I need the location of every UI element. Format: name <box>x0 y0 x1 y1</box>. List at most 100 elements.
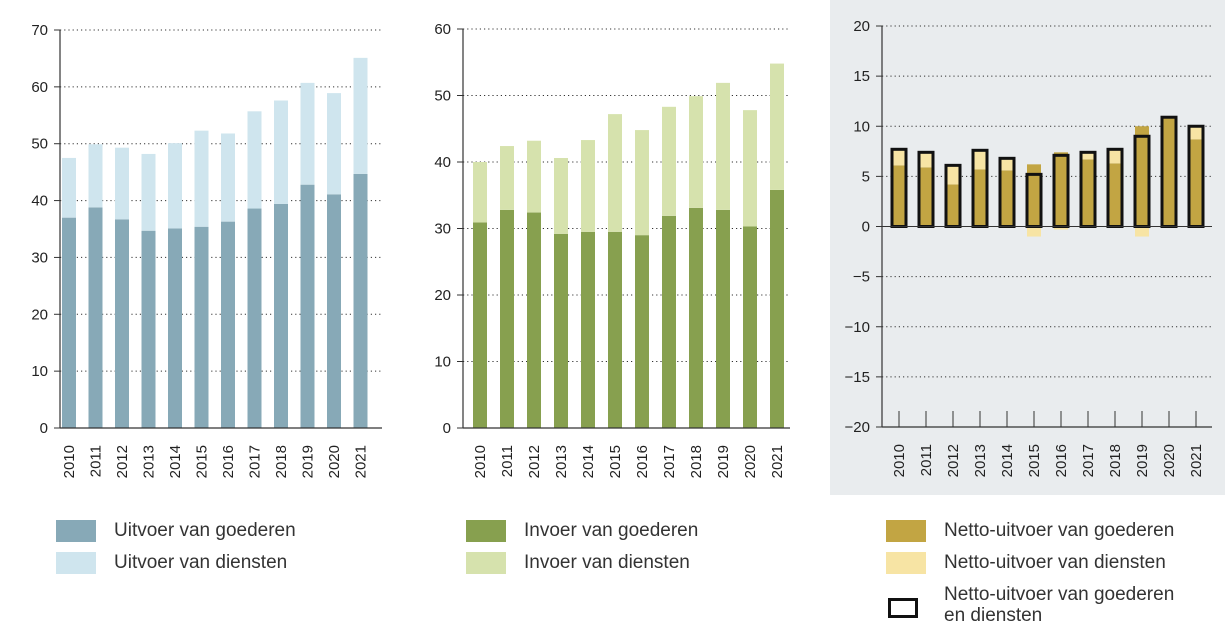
y-tick-label: 15 <box>853 68 870 85</box>
bar-services <box>1108 149 1122 164</box>
y-tick-label: 60 <box>434 21 451 38</box>
x-tick-label: 2012 <box>526 445 543 478</box>
bar-goods <box>770 189 784 428</box>
x-tick-label: 2015 <box>1026 444 1043 477</box>
bar-services <box>973 150 987 170</box>
legend-label: Netto-uitvoer van goederen en diensten <box>944 584 1175 626</box>
y-tick-label: 30 <box>434 221 451 238</box>
bar-services <box>1054 226 1068 230</box>
legend-item: Invoer van diensten <box>466 552 698 574</box>
y-tick-label: 50 <box>434 88 451 105</box>
bar-goods <box>1027 164 1041 227</box>
y-tick-label: 20 <box>853 18 870 35</box>
bar-goods <box>194 226 209 428</box>
bar-services <box>689 96 703 208</box>
legend-item: Netto-uitvoer van goederen <box>886 520 1174 542</box>
bar-goods <box>919 167 933 227</box>
bar-services <box>141 153 156 231</box>
y-tick-label: −5 <box>853 269 870 286</box>
bar-services <box>1189 126 1203 140</box>
bar-goods <box>716 209 730 428</box>
bar-services <box>581 140 595 232</box>
bar-goods <box>1054 152 1068 227</box>
bar-services <box>500 146 514 210</box>
legend-swatch-import-services <box>466 552 506 574</box>
x-tick-label: 2016 <box>220 445 237 478</box>
legend-item: Invoer van goederen <box>466 520 698 542</box>
y-tick-label: 0 <box>40 420 48 437</box>
x-tick-label: 2013 <box>972 444 989 477</box>
legend-swatch-export-goods <box>56 520 96 542</box>
bar-goods <box>62 217 76 428</box>
bar-services <box>1027 226 1041 237</box>
bar-goods <box>662 215 676 428</box>
y-tick-label: 60 <box>31 79 48 96</box>
y-tick-label: −20 <box>845 419 870 436</box>
x-tick-label: 2011 <box>499 445 516 477</box>
y-tick-label: −15 <box>845 369 870 386</box>
y-tick-label: −10 <box>845 319 870 336</box>
bar-goods <box>527 212 541 428</box>
legend-label: Invoer van goederen <box>524 520 699 541</box>
y-tick-label: 40 <box>31 193 48 210</box>
bar-goods <box>221 221 235 428</box>
bar-services <box>168 143 182 229</box>
x-tick-label: 2017 <box>247 445 264 478</box>
x-tick-label: 2021 <box>1188 444 1205 477</box>
bar-services <box>716 82 730 210</box>
bar-services <box>353 57 368 174</box>
bar-goods <box>973 169 987 227</box>
legend-label: Invoer van diensten <box>524 552 690 573</box>
y-tick-label: 20 <box>434 287 451 304</box>
bar-services <box>274 100 288 204</box>
legend-swatch-export-services <box>56 552 96 574</box>
x-tick-label: 2011 <box>918 444 935 476</box>
bar-services <box>247 111 262 209</box>
bar-services <box>473 162 487 223</box>
x-tick-label: 2017 <box>661 445 678 478</box>
legend-label: Uitvoer van diensten <box>114 552 288 573</box>
bar-services <box>115 147 129 220</box>
bar-services <box>743 110 757 227</box>
x-tick-label: 2013 <box>141 445 158 478</box>
x-tick-label: 2014 <box>167 445 184 478</box>
x-tick-label: 2012 <box>114 445 131 478</box>
bar-services <box>527 140 541 213</box>
bar-services <box>194 130 209 227</box>
bar-goods <box>247 208 262 428</box>
y-tick-label: 40 <box>434 154 451 171</box>
chart-exports: 0 10 20 30 40 50 60 70 2010 2011 2012 2013 2014 2015 2… <box>31 22 382 478</box>
bar-goods <box>353 173 368 428</box>
bar-goods <box>946 184 960 227</box>
x-tick-label: 2013 <box>553 445 570 478</box>
bar-services <box>608 114 622 232</box>
x-tick-label: 2020 <box>326 445 343 478</box>
y-tick-label: 10 <box>434 354 451 371</box>
x-tick-label: 2015 <box>194 445 211 478</box>
legend-item: Uitvoer van goederen <box>56 520 296 542</box>
x-tick-label: 2018 <box>688 445 705 478</box>
bar-goods <box>1135 126 1149 227</box>
y-tick-label: 0 <box>443 420 451 437</box>
x-tick-label: 2010 <box>61 445 78 478</box>
x-tick-label: 2010 <box>891 444 908 477</box>
bar-goods <box>608 231 622 428</box>
bar-services <box>892 149 906 166</box>
x-tick-label: 2011 <box>88 445 105 477</box>
bar-goods <box>274 203 288 428</box>
bar-goods <box>88 207 103 428</box>
bar-goods <box>300 184 315 428</box>
x-tick-label: 2012 <box>945 444 962 477</box>
legend-item: Netto-uitvoer van goederen en diensten <box>886 584 1174 626</box>
bar-goods <box>1000 170 1014 227</box>
bar-services <box>770 63 784 190</box>
legend-exports: Uitvoer van goederen Uitvoer van dienste… <box>56 520 296 584</box>
x-tick-label: 2019 <box>300 445 317 478</box>
bar-services <box>88 144 103 208</box>
bar-services <box>946 165 960 185</box>
bar-goods <box>500 209 514 428</box>
bar-goods <box>554 233 568 428</box>
legend-item: Uitvoer van diensten <box>56 552 296 574</box>
y-tick-label: 5 <box>862 168 870 185</box>
x-tick-label: 2016 <box>1053 444 1070 477</box>
